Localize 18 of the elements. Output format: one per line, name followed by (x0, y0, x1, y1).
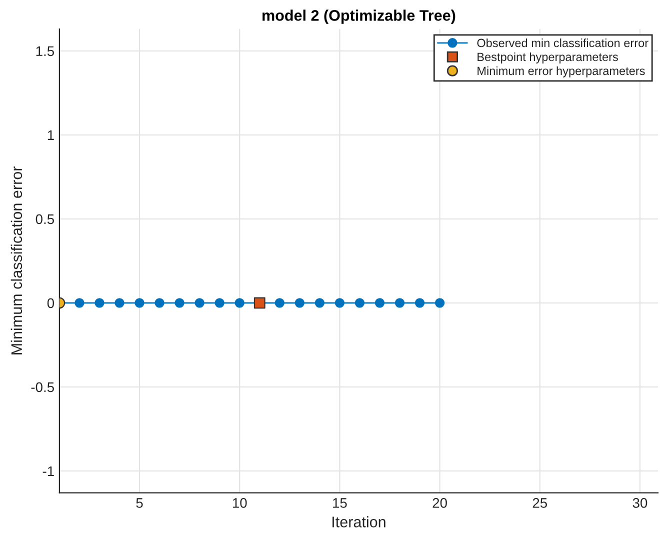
x-axis-title: Iteration (332, 516, 386, 528)
y-tick-label: 1.5 (36, 46, 54, 56)
y-tick-label: 0.5 (36, 214, 54, 224)
x-tick-label: 10 (232, 498, 247, 508)
chart-title: model 2 (Optimizable Tree) (262, 10, 456, 24)
y-tick-label: -1 (42, 466, 54, 476)
y-tick-label: -0.5 (31, 382, 54, 392)
x-tick-label: 20 (432, 498, 447, 508)
legend-label: Minimum error hyperparameters (478, 66, 645, 78)
y-tick-label: 1 (48, 130, 54, 140)
x-tick-label: 15 (333, 498, 347, 508)
y-tick-label: 0 (47, 298, 54, 308)
x-tick-label: 30 (632, 498, 648, 508)
x-tick-label: 5 (136, 498, 143, 508)
y-axis-title: Minimum classification error (10, 166, 22, 354)
legend-label: Observed min classification error (477, 38, 648, 48)
x-tick-label: 25 (532, 498, 548, 508)
legend-label: Bestpoint hyperparameters (478, 52, 618, 64)
